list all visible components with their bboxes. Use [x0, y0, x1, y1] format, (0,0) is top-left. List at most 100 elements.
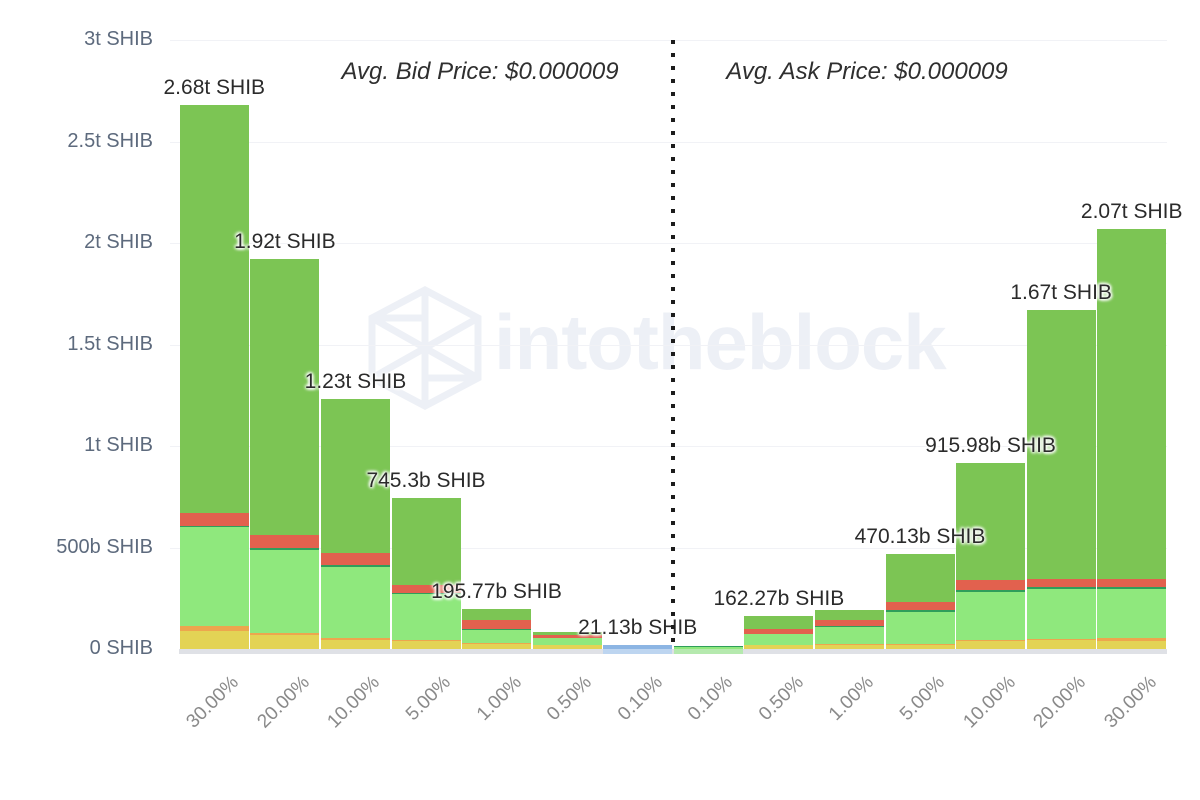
light-green-segment: [673, 646, 743, 649]
bid-ask-divider: [671, 40, 675, 649]
light-green-segment: [250, 550, 320, 633]
gridline: [170, 243, 1167, 244]
red-segment: [462, 620, 532, 630]
intotheblock-logo-icon: [368, 286, 482, 410]
teal-segment: [532, 637, 602, 639]
green-segment: [744, 616, 814, 630]
teal-segment: [814, 626, 884, 628]
x-axis-tick: 30.00%: [1100, 672, 1161, 733]
bar-bid-30.00%[interactable]: [179, 105, 249, 649]
baseline-tint: [603, 649, 673, 654]
light-green-segment: [179, 527, 249, 626]
x-axis-tick: 10.00%: [323, 672, 385, 733]
yellow-segment: [1026, 640, 1096, 649]
x-axis-tick: 10.00%: [958, 672, 1020, 733]
light-green-segment: [956, 591, 1026, 640]
bar-ask-10.00%[interactable]: [956, 463, 1026, 649]
green-segment: [250, 259, 320, 536]
light-green-segment: [1097, 588, 1167, 638]
green-segment: [532, 631, 602, 636]
x-axis-tick: 20.00%: [1029, 672, 1090, 733]
gridline: [170, 141, 1167, 143]
green-segment: [956, 463, 1026, 581]
teal-segment: [179, 525, 249, 527]
teal-segment: [1026, 587, 1096, 589]
avg-bid-price-label: Avg. Bid Price: $0.000009: [341, 58, 619, 85]
bar-value-label: 470.13b SHIB: [854, 524, 986, 548]
bar-value-label: 2.07t SHIB: [1080, 199, 1183, 223]
baseline-tint: [673, 649, 743, 654]
bar-value-label: 1.92t SHIB: [234, 230, 336, 254]
avg-ask-price-label: Avg. Ask Price: $0.000009: [726, 58, 1008, 85]
x-axis-tick: 30.00%: [182, 672, 244, 733]
orange-segment: [179, 625, 249, 631]
y-axis-tick: 1.5t SHIB: [67, 332, 153, 355]
green-segment: [320, 399, 390, 554]
green-segment: [179, 105, 249, 513]
light-green-segment: [1026, 588, 1096, 639]
bar-ask-5.00%[interactable]: [885, 553, 955, 649]
x-axis-tick: 20.00%: [253, 672, 314, 733]
teal-segment: [1097, 587, 1167, 589]
bar-ask-0.50%[interactable]: [744, 616, 814, 649]
orange-segment: [956, 639, 1026, 641]
red-segment: [956, 580, 1026, 591]
green-segment: [391, 497, 461, 585]
light-green-segment: [744, 634, 814, 645]
bar-bid-20.00%[interactable]: [250, 259, 320, 649]
bar-bid-0.50%[interactable]: [532, 631, 602, 649]
bar-bid-1.00%[interactable]: [462, 609, 532, 649]
y-axis-tick: 500b SHIB: [56, 535, 153, 558]
bar-bid-10.00%[interactable]: [320, 399, 390, 649]
light-green-segment: [814, 627, 884, 645]
red-segment: [179, 512, 249, 526]
y-axis-tick: 2t SHIB: [84, 231, 153, 253]
gridline: [170, 344, 1167, 346]
red-segment: [1097, 578, 1167, 588]
yellow-segment: [250, 634, 320, 649]
x-axis-tick: 1.00%: [825, 672, 879, 725]
orange-segment: [250, 632, 320, 635]
y-axis-tick: 3t SHIB: [84, 28, 153, 50]
x-axis-tick: 5.00%: [895, 672, 949, 725]
bar-bid-5.00%[interactable]: [391, 497, 461, 649]
x-axis-tick: 0.50%: [543, 672, 596, 725]
y-axis-tick: 1t SHIB: [84, 434, 153, 456]
baseline-strip: [179, 649, 1167, 654]
bar-value-label: 195.77b SHIB: [431, 580, 562, 604]
bar-ask-20.00%[interactable]: [1026, 310, 1096, 649]
y-axis-tick: 2.5t SHIB: [67, 129, 153, 152]
orange-segment: [1026, 638, 1096, 641]
light-green-segment: [320, 567, 390, 639]
green-segment: [814, 610, 884, 621]
bar-ask-0.10%[interactable]: [673, 645, 743, 649]
light-green-segment: [885, 611, 955, 645]
yellow-segment: [391, 641, 461, 649]
gridline: [170, 40, 1167, 41]
bar-bid-0.10%[interactable]: [603, 644, 673, 649]
bar-ask-1.00%[interactable]: [814, 610, 884, 649]
bar-value-label: 162.27b SHIB: [713, 587, 845, 611]
green-segment: [1097, 228, 1167, 579]
teal-segment: [744, 633, 814, 635]
bar-ask-30.00%[interactable]: [1097, 228, 1167, 649]
bar-value-label: 1.23t SHIB: [304, 370, 407, 394]
teal-segment: [673, 645, 743, 647]
red-segment: [532, 635, 602, 638]
gridline: [170, 446, 1167, 447]
bar-value-label: 21.13b SHIB: [578, 615, 698, 639]
green-segment: [1026, 310, 1096, 580]
bar-value-label: 745.3b SHIB: [366, 468, 486, 492]
light-green-segment: [391, 594, 461, 641]
orange-segment: [885, 644, 955, 645]
yellow-segment: [956, 640, 1026, 649]
teal-segment: [885, 610, 955, 612]
x-axis-tick: 1.00%: [472, 672, 526, 725]
light-green-segment: [532, 638, 602, 645]
red-segment: [320, 553, 390, 566]
watermark: intotheblock: [366, 284, 947, 412]
red-segment: [814, 620, 884, 627]
x-axis-tick: 0.10%: [684, 672, 738, 725]
orange-segment: [1097, 637, 1167, 641]
